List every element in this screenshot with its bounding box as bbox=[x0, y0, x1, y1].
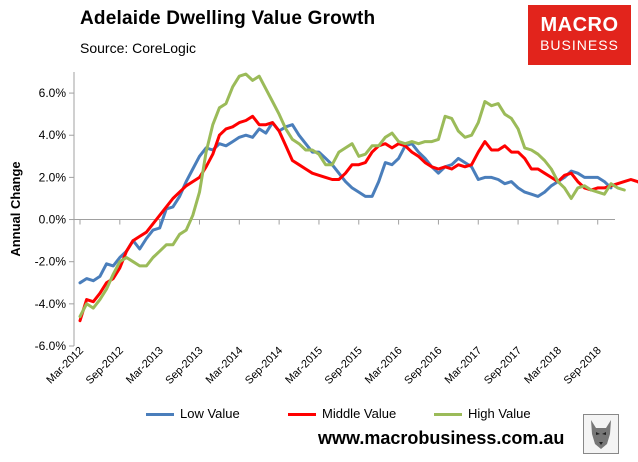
website-url: www.macrobusiness.com.au bbox=[318, 428, 565, 448]
y-tick-label: 4.0% bbox=[39, 128, 67, 142]
series-line-low bbox=[78, 121, 613, 285]
chart-title: Adelaide Dwelling Value Growth bbox=[80, 8, 376, 29]
chart-source: Source: CoreLogic bbox=[80, 40, 196, 56]
series-line-high bbox=[78, 72, 626, 318]
x-tick-label: Sep-2017 bbox=[482, 345, 524, 387]
legend-swatch-low bbox=[146, 413, 174, 417]
legend-label-high: High Value bbox=[468, 406, 531, 421]
logo-line-2: BUSINESS bbox=[540, 37, 619, 53]
series-line-middle bbox=[78, 114, 638, 323]
y-tick-label: 0.0% bbox=[39, 213, 67, 227]
x-tick-label: Sep-2016 bbox=[402, 345, 444, 387]
y-axis-label: Annual Change bbox=[8, 161, 23, 256]
x-tick-label: Sep-2015 bbox=[323, 345, 365, 387]
x-tick-label: Sep-2013 bbox=[163, 345, 205, 387]
legend-item-low: Low Value bbox=[146, 406, 240, 421]
x-tick-label: Sep-2018 bbox=[562, 345, 604, 387]
x-tick-label: Mar-2013 bbox=[124, 345, 166, 387]
x-tick-label: Mar-2014 bbox=[204, 345, 246, 387]
x-tick-label: Mar-2015 bbox=[283, 345, 325, 387]
legend-label-low: Low Value bbox=[180, 406, 240, 421]
legend-swatch-high bbox=[434, 413, 462, 417]
legend-label-middle: Middle Value bbox=[322, 406, 397, 421]
legend-item-high: High Value bbox=[434, 406, 531, 421]
x-tick-label: Mar-2017 bbox=[443, 345, 485, 387]
y-tick-label: 2.0% bbox=[39, 170, 67, 184]
y-tick-label: -2.0% bbox=[35, 255, 67, 269]
logo-line-1: MACRO bbox=[540, 14, 619, 36]
x-tick-label: Sep-2014 bbox=[243, 345, 285, 387]
x-tick-label: Sep-2012 bbox=[84, 345, 126, 387]
y-tick-label: 6.0% bbox=[39, 86, 67, 100]
wolf-logo-icon bbox=[583, 414, 619, 454]
y-tick-label: -4.0% bbox=[35, 297, 67, 311]
x-tick-label: Mar-2018 bbox=[522, 345, 564, 387]
y-tick-label: -6.0% bbox=[35, 339, 67, 353]
legend-item-middle: Middle Value bbox=[288, 406, 396, 421]
x-tick-label: Mar-2016 bbox=[363, 345, 405, 387]
legend-swatch-middle bbox=[288, 413, 316, 417]
macrobusiness-logo: MACRO BUSINESS bbox=[528, 5, 631, 65]
